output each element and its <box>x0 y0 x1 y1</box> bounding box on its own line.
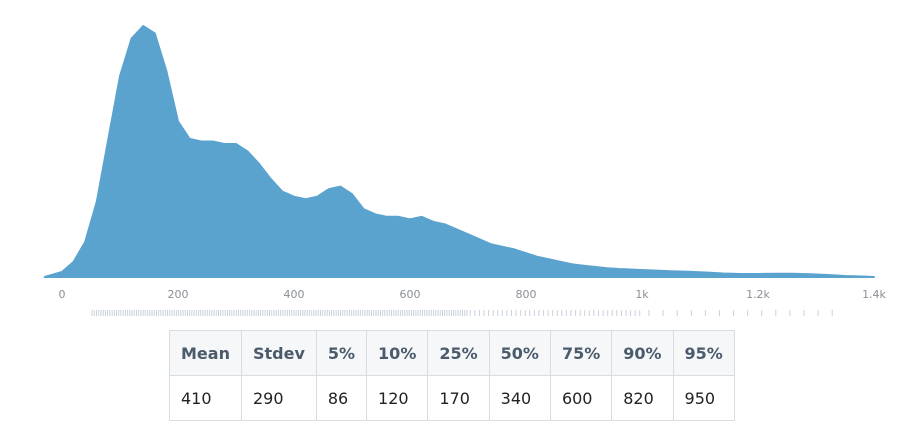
x-tick-label: 200 <box>168 288 189 301</box>
x-tick-label: 600 <box>400 288 421 301</box>
x-axis-ticks: 0 200 400 600 800 1k 1.2k 1.4k <box>59 288 887 301</box>
stats-value-cell: 290 <box>240 375 317 421</box>
stats-value-cell: 340 <box>488 375 551 421</box>
stats-value-cell: 600 <box>549 375 613 421</box>
x-tick-label: 400 <box>284 288 305 301</box>
stats-value-cell: 86 <box>315 375 368 421</box>
x-tick-label: 1.4k <box>862 288 886 301</box>
stats-header-cell: 10% <box>366 330 429 376</box>
stats-header-cell: 95% <box>672 330 735 376</box>
stats-header-row: Mean Stdev 5% 10% 25% 50% 75% 90% 95% <box>169 330 735 376</box>
stats-value-cell: 950 <box>672 375 735 421</box>
stats-header-cell: 90% <box>611 330 674 376</box>
stats-header-cell: Stdev <box>240 330 317 376</box>
stats-header-cell: 50% <box>488 330 551 376</box>
x-tick-label: 1k <box>635 288 649 301</box>
rug-plot <box>91 310 833 316</box>
stats-value-cell: 120 <box>366 375 429 421</box>
stats-value-row: 410 290 86 120 170 340 600 820 950 <box>169 375 735 421</box>
density-area <box>43 25 875 278</box>
stats-value-cell: 170 <box>427 375 490 421</box>
x-tick-label: 0 <box>59 288 66 301</box>
x-tick-label: 1.2k <box>746 288 770 301</box>
stats-header-cell: Mean <box>169 330 242 376</box>
density-area-layer <box>43 25 875 278</box>
stats-value-cell: 410 <box>169 375 242 421</box>
density-chart: 0 200 400 600 800 1k 1.2k 1.4k <box>43 25 887 316</box>
stats-header-cell: 25% <box>427 330 490 376</box>
summary-stats-table: Mean Stdev 5% 10% 25% 50% 75% 90% 95% 410 290 86 12… <box>169 330 735 421</box>
stats-header-cell: 75% <box>549 330 613 376</box>
x-tick-label: 800 <box>516 288 537 301</box>
stats-value-cell: 820 <box>611 375 674 421</box>
stats-header-cell: 5% <box>315 330 368 376</box>
